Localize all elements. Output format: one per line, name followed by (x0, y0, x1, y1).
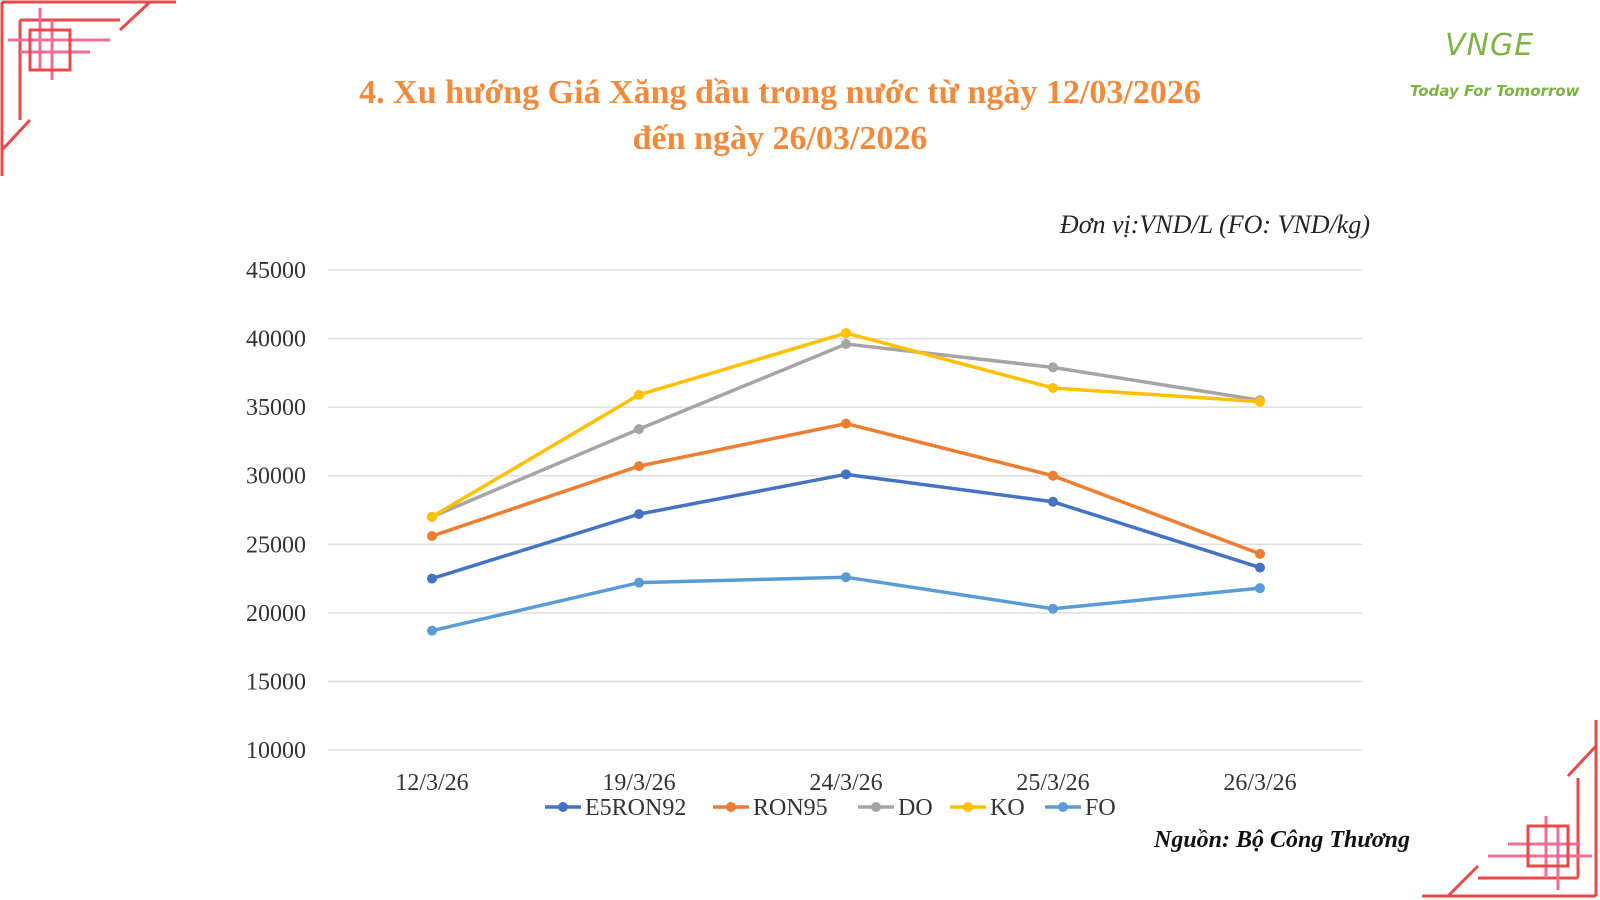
y-tick-label: 40000 (246, 327, 306, 353)
y-tick-label: 35000 (246, 395, 306, 421)
series-line-do (431, 342, 1261, 519)
logo-tagline: Today For Tomorrow (1410, 82, 1580, 100)
title-line-1: 4. Xu hướng Giá Xăng dầu trong nước từ n… (359, 74, 1201, 111)
series-line-fo (431, 575, 1261, 633)
logo-mark: VNGE (1445, 28, 1535, 63)
legend-label-e5ron92: E5RON92 (585, 795, 686, 821)
x-tick-label: 26/3/26 (1223, 770, 1296, 796)
x-tick-label: 25/3/26 (1016, 770, 1089, 796)
data-point-ron95 (634, 461, 644, 472)
legend-marker-do (871, 802, 881, 812)
x-tick-label: 24/3/26 (809, 770, 882, 796)
data-point-ko (841, 328, 851, 339)
corner-ornament-bottom-right (1422, 720, 1598, 898)
legend-marker-fo (1058, 802, 1068, 812)
legend-label-ron95: RON95 (753, 795, 828, 821)
data-point-do (1048, 362, 1058, 373)
data-point-ron95 (1255, 548, 1265, 559)
legend-marker-ko (963, 802, 973, 812)
data-point-fo (427, 625, 437, 636)
data-point-ko (1255, 396, 1265, 407)
y-tick-label: 30000 (246, 464, 306, 490)
y-tick-label: 25000 (246, 532, 306, 558)
corner-ornament-top-left (0, 0, 176, 176)
data-point-ron95 (1048, 470, 1058, 481)
x-axis-ticks: 12/3/26 19/3/26 24/3/26 25/3/26 26/3/26 (395, 770, 1296, 796)
data-point-fo (634, 577, 644, 588)
title-line-2: đến ngày 26/03/2026 (632, 120, 928, 157)
data-point-e5ron92 (1255, 562, 1265, 573)
unit-note: Đơn vị:VND/L (FO: VND/kg) (1059, 210, 1370, 239)
data-point-e5ron92 (841, 469, 851, 480)
data-point-do (634, 424, 644, 435)
data-point-fo (841, 572, 851, 583)
vnge-logo: VNGE Today For Tomorrow (1405, 18, 1585, 108)
page-title: 4. Xu hướng Giá Xăng dầu trong nước từ n… (260, 70, 1300, 162)
data-point-ron95 (427, 531, 437, 542)
data-point-e5ron92 (1048, 496, 1058, 507)
data-point-fo (1255, 583, 1265, 594)
data-point-ko (634, 389, 644, 400)
y-tick-label: 15000 (246, 669, 306, 695)
y-tick-label: 20000 (246, 601, 306, 627)
x-tick-label: 19/3/26 (602, 770, 675, 796)
source-note: Nguồn: Bộ Công Thương (1154, 827, 1410, 853)
data-point-ron95 (841, 418, 851, 429)
legend-label-fo: FO (1085, 795, 1116, 821)
legend: E5RON92 RON95 DO KO FO (545, 795, 1116, 821)
data-point-e5ron92 (427, 573, 437, 584)
y-tick-label: 10000 (246, 738, 306, 764)
data-point-fo (1048, 603, 1058, 614)
y-tick-label: 45000 (246, 258, 306, 284)
x-tick-label: 12/3/26 (395, 770, 468, 796)
data-point-e5ron92 (634, 509, 644, 520)
data-point-do (841, 339, 851, 350)
data-point-ko (1048, 382, 1058, 393)
data-point-ko (427, 511, 437, 522)
legend-marker-e5ron92 (558, 802, 568, 812)
y-axis-ticks: 10000 15000 20000 25000 30000 35000 40000 45000 (246, 258, 306, 764)
legend-marker-ron95 (726, 802, 736, 812)
series-lines (427, 328, 1265, 636)
series-line-e5ron92 (431, 472, 1261, 581)
legend-label-ko: KO (990, 795, 1025, 821)
legend-label-do: DO (898, 795, 933, 821)
